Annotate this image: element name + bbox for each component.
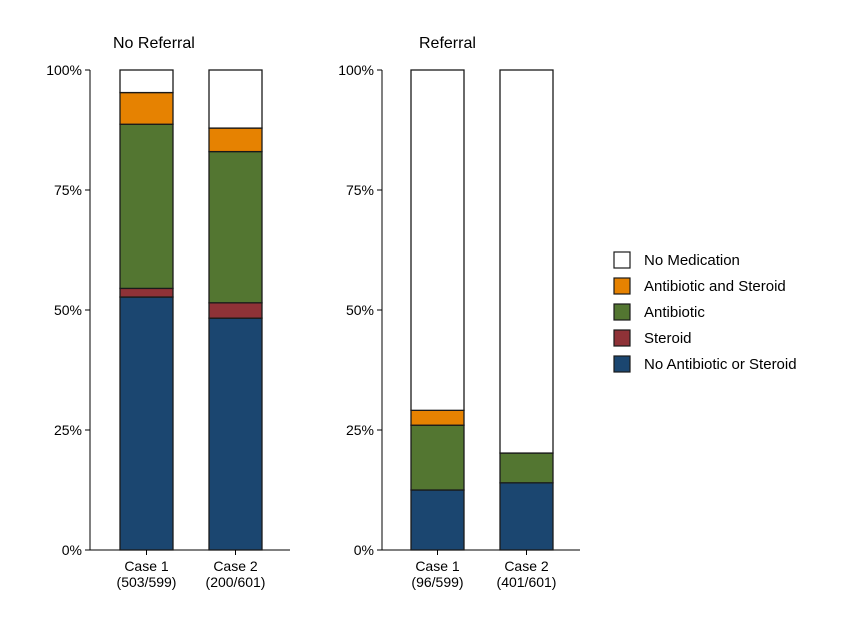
bar-segment-no-referral-case-1-no-medication: [119, 69, 174, 94]
bar-segment-no-referral-case-2-antibiotic-and-steroid: [208, 127, 263, 153]
bar-segment-no-referral-case-2-no-medication: [208, 69, 263, 129]
y-tick-label-no-referral-100: 100%: [46, 62, 82, 78]
legend-label-no-medication: No Medication: [644, 252, 740, 269]
legend-label-no-antibiotic-or-steroid: No Antibiotic or Steroid: [644, 356, 797, 373]
legend-swatch-no-medication: [613, 251, 631, 269]
panel-title-referral: Referral: [419, 35, 476, 52]
bar-segment-no-referral-case-1-antibiotic: [119, 123, 174, 290]
x-tick-label-no-referral-case-1: Case 1: [124, 558, 169, 574]
y-tick-label-referral-100: 100%: [338, 62, 374, 78]
bar-segment-no-referral-case-1-no-antibiotic-or-steroid: [119, 296, 174, 551]
y-tick-label-referral-0: 0%: [354, 542, 374, 558]
bar-segment-no-referral-case-2-steroid: [208, 302, 263, 319]
y-tick-label-no-referral-0: 0%: [62, 542, 82, 558]
x-tick-label-referral-case-1: Case 1: [415, 558, 460, 574]
legend-label-antibiotic: Antibiotic: [644, 304, 705, 321]
legend-swatch-antibiotic: [613, 303, 631, 321]
legend-label-steroid: Steroid: [644, 330, 692, 347]
y-tick-label-no-referral-50: 50%: [54, 302, 82, 318]
y-tick-label-no-referral-75: 75%: [54, 182, 82, 198]
x-tick-sublabel-referral-case-2: (401/601): [497, 574, 557, 590]
x-tick-label-no-referral-case-2: Case 2: [213, 558, 258, 574]
legend-swatch-no-antibiotic-or-steroid: [613, 355, 631, 373]
legend-swatch-antibiotic-and-steroid: [613, 277, 631, 295]
legend-label-antibiotic-and-steroid: Antibiotic and Steroid: [644, 278, 786, 295]
bar-segment-referral-case-1-no-antibiotic-or-steroid: [410, 489, 465, 551]
y-tick-label-no-referral-25: 25%: [54, 422, 82, 438]
x-tick-sublabel-referral-case-1: (96/599): [411, 574, 463, 590]
bar-segment-referral-case-2-no-antibiotic-or-steroid: [499, 482, 554, 551]
y-tick-label-referral-50: 50%: [346, 302, 374, 318]
bar-segment-no-referral-case-1-steroid: [119, 287, 174, 298]
bar-segment-referral-case-1-no-medication: [410, 69, 465, 411]
bar-segment-referral-case-2-no-medication: [499, 69, 554, 454]
bar-segment-no-referral-case-1-antibiotic-and-steroid: [119, 91, 174, 125]
bar-segment-no-referral-case-2-antibiotic: [208, 150, 263, 304]
bar-segment-referral-case-1-antibiotic: [410, 424, 465, 491]
x-tick-sublabel-no-referral-case-1: (503/599): [117, 574, 177, 590]
legend-swatch-steroid: [613, 329, 631, 347]
x-tick-sublabel-no-referral-case-2: (200/601): [206, 574, 266, 590]
bar-segment-referral-case-1-antibiotic-and-steroid: [410, 409, 465, 426]
bar-segment-referral-case-2-antibiotic: [499, 452, 554, 484]
panel-title-no-referral: No Referral: [113, 35, 195, 52]
bar-segment-no-referral-case-2-no-antibiotic-or-steroid: [208, 317, 263, 551]
y-tick-label-referral-25: 25%: [346, 422, 374, 438]
x-tick-label-referral-case-2: Case 2: [504, 558, 549, 574]
y-tick-label-referral-75: 75%: [346, 182, 374, 198]
